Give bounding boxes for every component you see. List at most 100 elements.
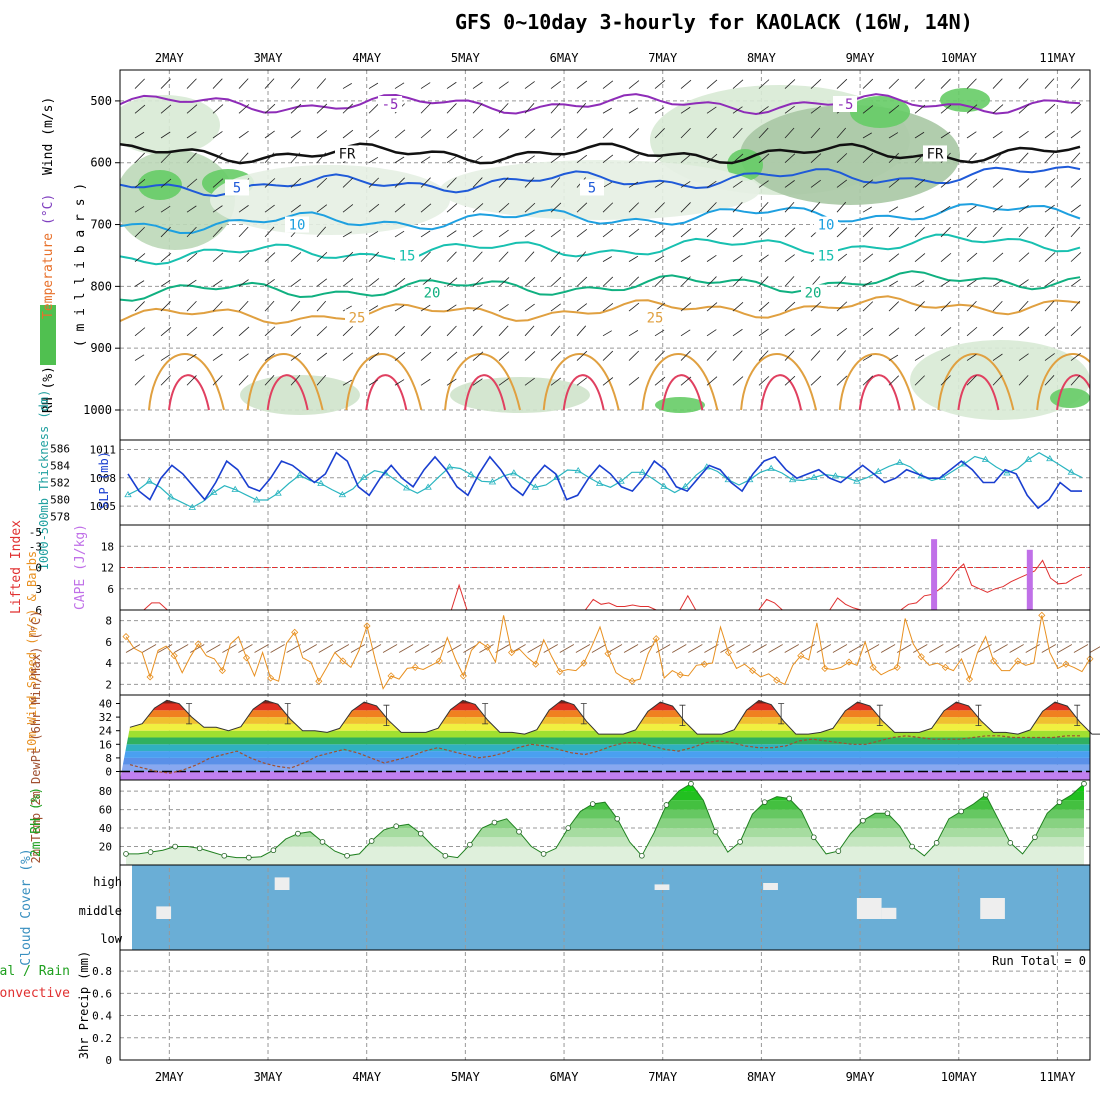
temp-tick-label: 32 xyxy=(99,711,112,724)
thickness-point xyxy=(124,490,132,498)
wind-barb xyxy=(654,107,665,114)
wind-barb xyxy=(732,302,744,312)
wind-barb xyxy=(290,326,302,337)
wind-barb xyxy=(134,301,145,312)
wind-barb xyxy=(940,301,951,312)
wind-barb xyxy=(940,280,951,287)
wind-speed-point xyxy=(676,671,684,679)
wind-barb xyxy=(1044,226,1055,238)
rh-point xyxy=(639,852,645,859)
wind-barb xyxy=(914,104,926,114)
wind-barb xyxy=(758,227,770,238)
day-label-top: 6MAY xyxy=(550,51,580,65)
contour-label-bg xyxy=(580,179,604,196)
cape-tick-label: 18 xyxy=(101,540,114,553)
wind-barb xyxy=(1018,252,1030,262)
thickness-point xyxy=(595,479,604,486)
wind-barb xyxy=(784,276,795,287)
thickness-point xyxy=(145,477,154,484)
wind-barb xyxy=(368,352,380,361)
wind-barb xyxy=(1044,103,1056,114)
thickness-point xyxy=(981,455,990,462)
rh-tick-label: 20 xyxy=(99,841,112,854)
wind-barb xyxy=(1070,352,1081,361)
wind-barb xyxy=(524,303,535,312)
wind-barb xyxy=(498,229,509,238)
slp-ylabel: SLP (mb) xyxy=(97,451,111,509)
thickness-point xyxy=(338,490,347,498)
day-label-bottom: 4MAY xyxy=(352,1070,382,1084)
thickness-point xyxy=(810,473,818,480)
thickness-point xyxy=(874,467,883,474)
surface-wind-barb xyxy=(896,644,912,653)
wind-barb xyxy=(654,202,665,213)
minmax-errorbar xyxy=(284,703,291,725)
thickness-tick-label: 586 xyxy=(50,443,70,456)
wind-speed-point xyxy=(845,658,853,666)
cloud-block xyxy=(274,877,290,890)
wind-barb xyxy=(238,104,250,114)
minmax-errorbar xyxy=(778,703,785,725)
wind-barb xyxy=(290,300,301,312)
wind-barb xyxy=(134,280,145,287)
wind-barb xyxy=(498,202,510,213)
rh-point xyxy=(319,839,326,845)
rh-point xyxy=(982,791,989,798)
wind-barb xyxy=(524,229,535,238)
wind-barb xyxy=(394,82,405,89)
wind-barb xyxy=(342,231,352,238)
rh-point xyxy=(1081,780,1087,787)
contour-label: FR xyxy=(339,146,356,162)
wind-barb xyxy=(238,78,249,89)
wind-barb xyxy=(472,203,484,213)
thickness-point xyxy=(1024,455,1033,462)
rh-point xyxy=(221,852,228,859)
wind-barb xyxy=(238,205,249,213)
rh-point xyxy=(147,849,154,855)
contour-label-bg xyxy=(923,145,947,162)
cloud-panel-bg xyxy=(132,865,1090,950)
wind-barb xyxy=(784,153,796,164)
isotherm-30 xyxy=(661,374,704,411)
upper-ylabel-part: (°C) xyxy=(41,194,56,225)
wind-speed-point xyxy=(508,648,516,657)
temp-band xyxy=(120,771,1090,780)
isotherm-25 xyxy=(1036,353,1090,411)
wind-barb xyxy=(316,152,327,163)
li-tick-label: 0 xyxy=(35,562,42,575)
wind-barb xyxy=(342,278,354,287)
day-label-bottom: 7MAY xyxy=(648,1070,678,1084)
wind-barb xyxy=(576,251,587,262)
thickness-point xyxy=(252,496,261,503)
day-label-top: 2MAY xyxy=(155,51,185,65)
wind-barb xyxy=(836,350,847,361)
wind-barb xyxy=(316,130,328,139)
wind-barb xyxy=(472,277,484,287)
temp-band xyxy=(120,737,1090,745)
wind-barb xyxy=(264,204,275,213)
wind-barb xyxy=(160,375,171,386)
wind-barb xyxy=(550,325,561,337)
upper-ylabel: RH (%) Temperature (°C) Wind (m/s) xyxy=(40,97,56,413)
wind-barb xyxy=(420,177,431,188)
wind-barb xyxy=(1044,375,1055,386)
wind-barb xyxy=(576,229,588,238)
wind-barb xyxy=(134,206,145,213)
minmax-errorbar xyxy=(383,704,390,726)
wind-barb xyxy=(914,78,925,89)
surface-wind-barb xyxy=(206,644,221,653)
cloud-block xyxy=(881,907,897,919)
wind-barb xyxy=(836,201,847,213)
wind-barb xyxy=(888,104,900,114)
wind-barb xyxy=(238,353,249,361)
precip-legend-convective: Convective xyxy=(0,986,70,1001)
rh-band xyxy=(126,809,1084,819)
wind-barb xyxy=(1070,130,1081,139)
wind-speed-point xyxy=(580,659,588,667)
wind-barb xyxy=(576,325,587,337)
thickness-point xyxy=(1067,468,1075,475)
upper-ylabel2: ( m i l l i b a r s ) xyxy=(73,183,88,347)
wind-barb xyxy=(290,375,301,386)
minmax-errorbar xyxy=(186,703,193,725)
wind-barb xyxy=(1044,300,1055,312)
